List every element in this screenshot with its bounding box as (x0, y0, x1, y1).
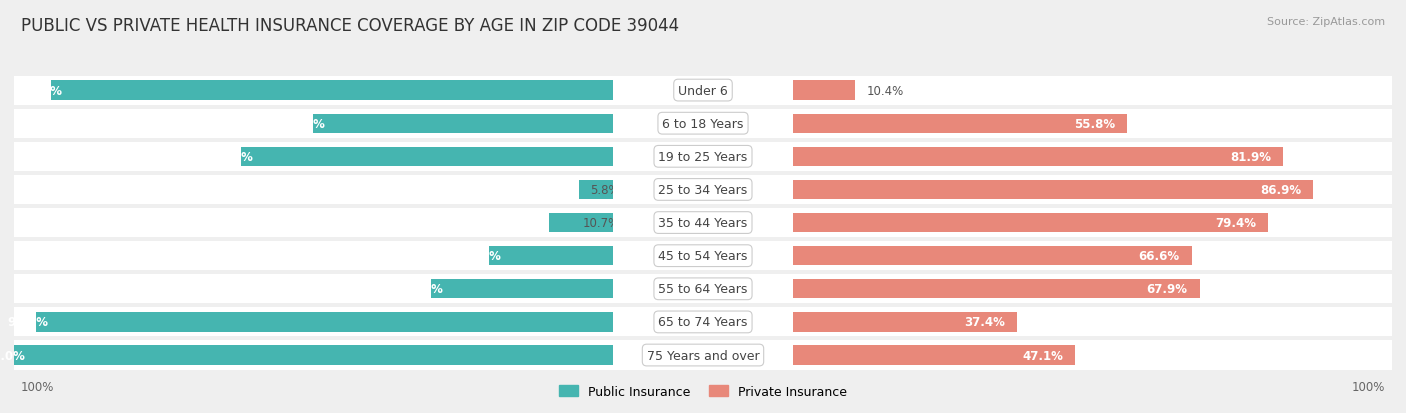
Text: 37.4%: 37.4% (965, 316, 1005, 329)
Bar (793, 280, 1199, 299)
Bar (793, 313, 1017, 332)
Bar (14, 308, 613, 337)
Text: 50.2%: 50.2% (284, 117, 325, 131)
Bar (613, 275, 793, 304)
Text: 86.9%: 86.9% (1260, 183, 1302, 197)
Text: 25 to 34 Years: 25 to 34 Years (658, 183, 748, 197)
Text: 62.1%: 62.1% (212, 150, 253, 164)
Bar (14, 142, 613, 171)
Bar (14, 341, 613, 370)
Bar (793, 242, 1392, 271)
Bar (793, 209, 1392, 237)
Text: 100%: 100% (1351, 380, 1385, 393)
Bar (613, 341, 793, 370)
Bar (793, 275, 1392, 304)
Bar (14, 109, 613, 138)
Bar (14, 76, 613, 105)
Bar (613, 308, 793, 337)
Bar (793, 109, 1392, 138)
Bar (14, 242, 613, 271)
Bar (793, 76, 1392, 105)
Text: Source: ZipAtlas.com: Source: ZipAtlas.com (1267, 17, 1385, 26)
Text: 81.9%: 81.9% (1230, 150, 1271, 164)
Text: Under 6: Under 6 (678, 84, 728, 97)
Bar (613, 109, 793, 138)
Bar (793, 346, 1074, 365)
Text: 10.7%: 10.7% (582, 216, 620, 230)
Text: 96.3%: 96.3% (7, 316, 48, 329)
Text: 100.0%: 100.0% (0, 349, 27, 362)
Bar (793, 176, 1392, 204)
Bar (14, 76, 613, 105)
Bar (550, 214, 613, 233)
Text: 10.4%: 10.4% (868, 84, 904, 97)
Bar (793, 142, 1392, 171)
Text: 75 Years and over: 75 Years and over (647, 349, 759, 362)
Bar (793, 109, 1392, 138)
Bar (793, 180, 1313, 199)
Bar (613, 209, 793, 237)
Text: 66.6%: 66.6% (1139, 249, 1180, 263)
Bar (14, 109, 613, 138)
Bar (14, 275, 613, 304)
Text: 19 to 25 Years: 19 to 25 Years (658, 150, 748, 164)
Text: PUBLIC VS PRIVATE HEALTH INSURANCE COVERAGE BY AGE IN ZIP CODE 39044: PUBLIC VS PRIVATE HEALTH INSURANCE COVER… (21, 17, 679, 34)
Bar (793, 275, 1392, 304)
Text: 30.5%: 30.5% (402, 282, 443, 296)
Bar (242, 147, 613, 166)
Bar (793, 209, 1392, 237)
Text: 45 to 54 Years: 45 to 54 Years (658, 249, 748, 263)
Bar (430, 280, 613, 299)
Bar (793, 147, 1284, 166)
Bar (793, 341, 1392, 370)
Bar (312, 114, 613, 133)
Bar (793, 308, 1392, 337)
Bar (793, 341, 1392, 370)
Bar (14, 209, 613, 237)
Bar (793, 176, 1392, 204)
Bar (14, 341, 613, 370)
Bar (14, 275, 613, 304)
Text: 79.4%: 79.4% (1215, 216, 1257, 230)
Bar (793, 81, 855, 100)
Bar (793, 247, 1192, 266)
Bar (51, 81, 613, 100)
Text: 93.9%: 93.9% (21, 84, 63, 97)
Text: 55.8%: 55.8% (1074, 117, 1115, 131)
Bar (14, 176, 613, 204)
Bar (37, 313, 613, 332)
Legend: Public Insurance, Private Insurance: Public Insurance, Private Insurance (554, 380, 852, 403)
Bar (613, 242, 793, 271)
Text: 67.9%: 67.9% (1146, 282, 1188, 296)
Text: 65 to 74 Years: 65 to 74 Years (658, 316, 748, 329)
Bar (793, 242, 1392, 271)
Bar (613, 176, 793, 204)
Bar (793, 214, 1268, 233)
Bar (14, 242, 613, 271)
Text: 55 to 64 Years: 55 to 64 Years (658, 282, 748, 296)
Text: 20.8%: 20.8% (460, 249, 501, 263)
Bar (793, 142, 1392, 171)
Bar (14, 176, 613, 204)
Text: 5.8%: 5.8% (589, 183, 620, 197)
Text: 6 to 18 Years: 6 to 18 Years (662, 117, 744, 131)
Text: 47.1%: 47.1% (1022, 349, 1063, 362)
Text: 35 to 44 Years: 35 to 44 Years (658, 216, 748, 230)
Bar (14, 142, 613, 171)
Bar (579, 180, 613, 199)
Bar (793, 76, 1392, 105)
Bar (14, 209, 613, 237)
Bar (613, 142, 793, 171)
Bar (489, 247, 613, 266)
Bar (613, 76, 793, 105)
Text: 100%: 100% (21, 380, 55, 393)
Bar (14, 346, 613, 365)
Bar (793, 114, 1128, 133)
Bar (14, 308, 613, 337)
Bar (793, 308, 1392, 337)
